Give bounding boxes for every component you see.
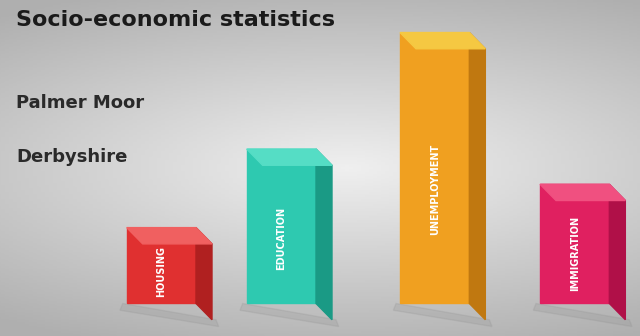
Polygon shape [540, 184, 625, 201]
Polygon shape [246, 149, 332, 165]
Text: IMMIGRATION: IMMIGRATION [570, 216, 580, 291]
Text: UNEMPLOYMENT: UNEMPLOYMENT [429, 144, 440, 235]
Text: HOUSING: HOUSING [156, 246, 166, 297]
Polygon shape [120, 303, 219, 327]
Polygon shape [400, 33, 469, 303]
Polygon shape [394, 303, 492, 327]
Text: Socio-economic statistics: Socio-economic statistics [16, 10, 335, 30]
Polygon shape [127, 227, 212, 244]
Polygon shape [316, 149, 332, 320]
Polygon shape [246, 149, 316, 303]
Polygon shape [127, 227, 196, 303]
Polygon shape [533, 303, 632, 327]
Text: EDUCATION: EDUCATION [276, 207, 286, 270]
Text: Derbyshire: Derbyshire [16, 148, 127, 166]
Polygon shape [609, 184, 625, 320]
Polygon shape [540, 184, 609, 303]
Polygon shape [196, 227, 212, 320]
Polygon shape [400, 33, 485, 49]
Polygon shape [240, 303, 339, 327]
Polygon shape [469, 33, 485, 320]
Text: Palmer Moor: Palmer Moor [16, 94, 144, 112]
